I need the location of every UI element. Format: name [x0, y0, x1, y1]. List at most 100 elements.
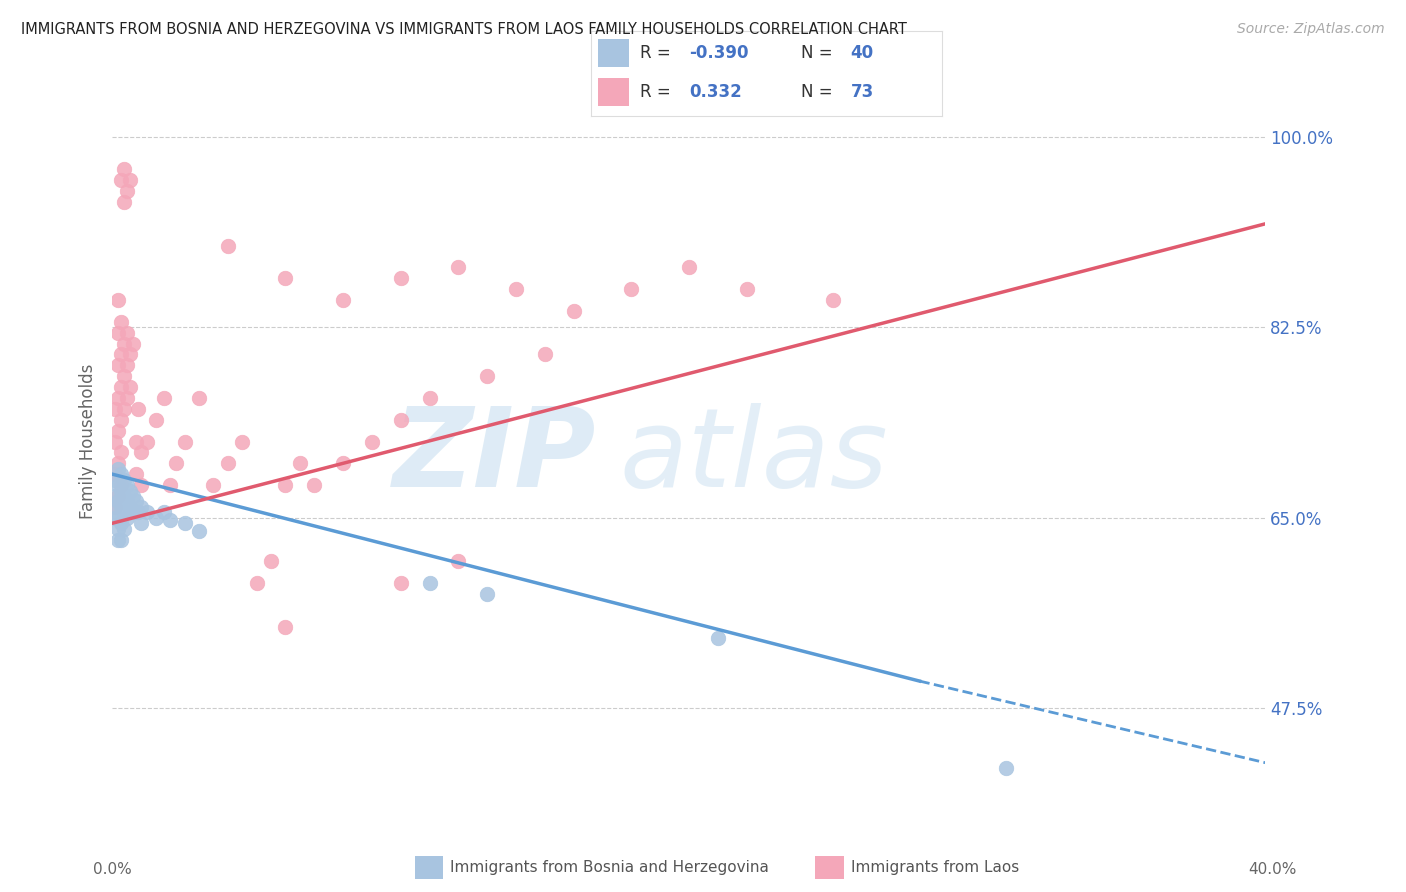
Text: -0.390: -0.390 — [689, 44, 748, 62]
Point — [107, 494, 129, 508]
Point — [107, 456, 129, 470]
Point — [153, 391, 176, 405]
Point — [112, 505, 135, 519]
Text: 40.0%: 40.0% — [1249, 863, 1296, 877]
Point — [274, 478, 297, 492]
Point — [153, 505, 176, 519]
Point — [110, 483, 132, 498]
Point — [217, 238, 239, 252]
Point — [173, 434, 195, 449]
Point — [129, 516, 153, 531]
Point — [821, 293, 844, 307]
Point — [136, 505, 159, 519]
FancyBboxPatch shape — [598, 78, 630, 106]
Point — [246, 576, 269, 591]
Point — [419, 576, 441, 591]
Point — [104, 434, 127, 449]
Point — [104, 467, 127, 482]
Point — [107, 326, 129, 340]
Point — [127, 401, 149, 416]
Point — [112, 369, 135, 384]
Point — [107, 391, 129, 405]
Point — [288, 456, 311, 470]
Point — [129, 500, 153, 514]
Point — [165, 456, 187, 470]
Point — [110, 347, 132, 361]
Text: N =: N = — [801, 44, 838, 62]
Text: Immigrants from Laos: Immigrants from Laos — [851, 861, 1019, 875]
Point — [112, 473, 135, 487]
Text: 0.332: 0.332 — [689, 83, 742, 101]
Point — [112, 522, 135, 536]
Point — [260, 554, 283, 568]
Point — [118, 380, 141, 394]
Point — [110, 500, 132, 514]
Point — [115, 478, 138, 492]
Point — [107, 293, 129, 307]
Point — [124, 467, 146, 482]
Point — [124, 434, 146, 449]
Text: ZIP: ZIP — [394, 403, 596, 510]
Point — [110, 533, 132, 547]
Point — [110, 516, 132, 531]
Text: 0.0%: 0.0% — [93, 863, 132, 877]
Point — [104, 500, 127, 514]
Point — [110, 315, 132, 329]
Point — [110, 380, 132, 394]
Point — [217, 456, 239, 470]
Text: Immigrants from Bosnia and Herzegovina: Immigrants from Bosnia and Herzegovina — [450, 861, 769, 875]
Point — [115, 326, 138, 340]
Point — [112, 336, 135, 351]
Point — [447, 260, 470, 275]
Point — [332, 456, 354, 470]
Point — [107, 359, 129, 373]
Point — [173, 516, 195, 531]
Point — [112, 489, 135, 503]
Text: 73: 73 — [851, 83, 875, 101]
Point — [129, 478, 153, 492]
Text: atlas: atlas — [620, 403, 889, 510]
Point — [188, 524, 211, 538]
Point — [115, 494, 138, 508]
Point — [107, 510, 129, 524]
Point — [389, 413, 412, 427]
Point — [475, 587, 499, 601]
Point — [129, 445, 153, 459]
Point — [110, 445, 132, 459]
Point — [118, 347, 141, 361]
Point — [112, 162, 135, 177]
Point — [620, 282, 643, 296]
Point — [104, 401, 127, 416]
FancyBboxPatch shape — [598, 39, 630, 67]
Point — [127, 505, 149, 519]
Y-axis label: Family Households: Family Households — [79, 364, 97, 519]
Point — [124, 494, 146, 508]
Point — [159, 513, 181, 527]
Point — [735, 282, 758, 296]
Point — [118, 483, 141, 498]
Point — [121, 505, 143, 519]
Point — [534, 347, 557, 361]
Point — [115, 510, 138, 524]
Point — [107, 522, 129, 536]
Point — [447, 554, 470, 568]
Point — [475, 369, 499, 384]
Point — [115, 184, 138, 198]
Point — [107, 533, 129, 547]
Point — [707, 631, 730, 645]
Point — [304, 478, 326, 492]
Point — [678, 260, 700, 275]
Point — [118, 173, 141, 187]
Point — [112, 401, 135, 416]
Point — [118, 500, 141, 514]
Text: N =: N = — [801, 83, 838, 101]
Point — [121, 489, 143, 503]
Point — [389, 576, 412, 591]
Point — [110, 478, 132, 492]
Point — [274, 619, 297, 633]
Text: R =: R = — [640, 83, 676, 101]
Point — [110, 467, 132, 482]
Text: 40: 40 — [851, 44, 873, 62]
Point — [188, 391, 211, 405]
Point — [107, 478, 129, 492]
